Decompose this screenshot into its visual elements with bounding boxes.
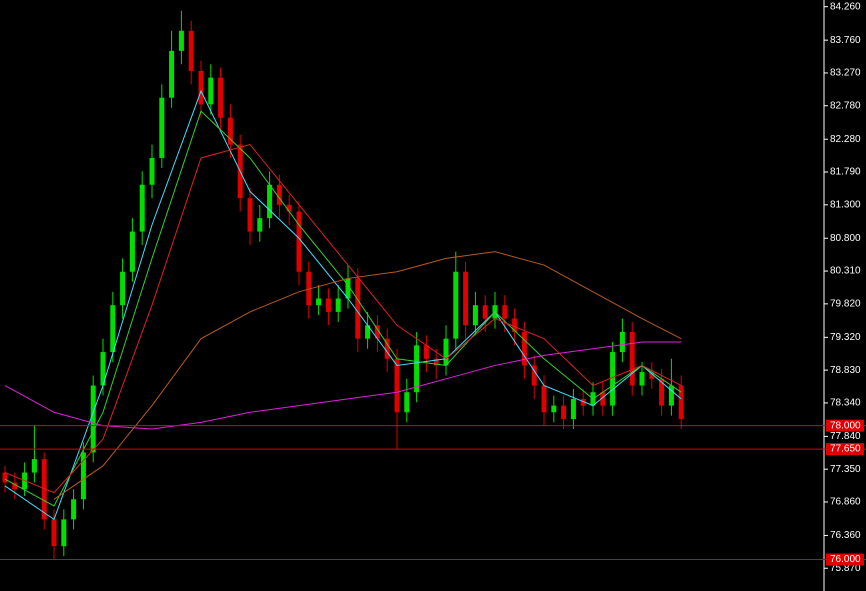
candle-body (433, 358, 439, 366)
y-tick-label: 81.300 (830, 199, 861, 210)
moving-average (4, 144, 682, 494)
candle-body (404, 392, 410, 413)
y-tick-label: 76.360 (830, 530, 861, 541)
candle-body (178, 30, 184, 51)
candle-body (90, 385, 96, 453)
candle-body (208, 77, 214, 105)
candle-body (384, 338, 390, 359)
y-tick-label: 83.270 (830, 68, 861, 79)
candle-body (453, 271, 459, 339)
candle-body (365, 325, 371, 339)
candle-body (551, 405, 557, 413)
candle-body (257, 218, 263, 232)
candle-body (600, 392, 606, 406)
y-tick-label: 83.760 (830, 35, 861, 46)
y-tick-label: 84.260 (830, 1, 861, 12)
candle-body (374, 325, 380, 339)
candle-body (541, 385, 547, 413)
candle-body (610, 352, 616, 406)
y-tick-label: 78.340 (830, 398, 861, 409)
candle-body (355, 278, 361, 339)
candle-body (335, 298, 341, 312)
candle-body (276, 184, 282, 205)
candle-body (120, 271, 126, 306)
candle-body (316, 298, 322, 306)
candle-body (325, 298, 331, 312)
candle-body (414, 345, 420, 393)
candle-body (619, 331, 625, 353)
candle-body (463, 271, 469, 326)
candle-body (159, 97, 165, 158)
candle-body (649, 372, 655, 379)
candle-body (629, 331, 635, 386)
candle-body (580, 398, 586, 406)
y-tick-label: 77.840 (830, 431, 861, 442)
y-tick-label: 75.870 (830, 563, 861, 574)
y-tick-label: 77.350 (830, 464, 861, 475)
candle-body (31, 459, 37, 473)
candle-body (71, 499, 77, 520)
level-label: 78.000 (830, 420, 861, 431)
candle-body (41, 459, 47, 520)
candle-body (61, 519, 67, 547)
candle-body (227, 117, 233, 145)
candle-body (639, 372, 645, 386)
moving-average (53, 251, 682, 500)
moving-average (4, 110, 682, 507)
level-label-bg (826, 553, 864, 566)
y-tick-label: 80.310 (830, 266, 861, 277)
candle-body (561, 405, 567, 419)
candle-body (139, 184, 145, 232)
y-tick-label: 78.830 (830, 365, 861, 376)
candle-body (110, 305, 116, 353)
level-label: 77.650 (830, 444, 861, 455)
candle-body (80, 452, 86, 500)
candle-body (296, 211, 302, 272)
candle-body (267, 184, 273, 219)
candle-body (188, 30, 194, 71)
level-label: 76.000 (830, 554, 861, 565)
candle-body (531, 365, 537, 386)
candle-body (198, 70, 204, 105)
candle-body (306, 271, 312, 306)
candle-body (668, 385, 674, 406)
candle-body (51, 519, 57, 547)
level-label-bg (826, 419, 864, 432)
candle-body (129, 231, 135, 272)
moving-average (4, 341, 682, 430)
candle-body (482, 305, 488, 319)
y-tick-label: 79.320 (830, 332, 861, 343)
moving-average (4, 89, 682, 521)
level-label-bg (826, 443, 864, 456)
candle-body (394, 358, 400, 413)
candle-body (512, 318, 518, 332)
candle-body (678, 385, 684, 419)
candle-body (443, 338, 449, 366)
candle-body (286, 204, 292, 212)
candle-body (659, 378, 665, 406)
candle-body (2, 472, 8, 483)
candle-body (502, 305, 508, 319)
candle-body (472, 305, 478, 326)
y-tick-label: 82.780 (830, 100, 861, 111)
y-tick-label: 76.860 (830, 497, 861, 508)
y-tick-label: 81.790 (830, 167, 861, 178)
candle-body (423, 345, 429, 359)
candle-body (218, 77, 224, 118)
y-tick-label: 80.800 (830, 233, 861, 244)
candle-body (570, 398, 576, 419)
candle-body (345, 278, 351, 299)
candle-body (12, 482, 18, 490)
y-tick-label: 82.280 (830, 134, 861, 145)
y-tick-label: 79.820 (830, 299, 861, 310)
candle-body (247, 198, 253, 232)
candle-body (169, 50, 175, 98)
candle-body (100, 352, 106, 386)
candle-body (149, 157, 155, 185)
candle-body (521, 331, 527, 366)
